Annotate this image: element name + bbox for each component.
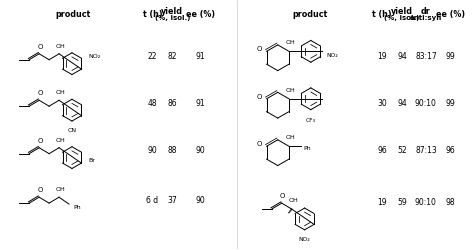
Text: 86: 86 bbox=[168, 98, 177, 107]
Text: 19: 19 bbox=[377, 197, 387, 206]
Text: Ph: Ph bbox=[73, 204, 81, 209]
Text: Ph: Ph bbox=[304, 145, 311, 150]
Text: (%, isol.): (%, isol.) bbox=[384, 15, 419, 21]
Text: NO₂: NO₂ bbox=[88, 54, 100, 59]
Text: 37: 37 bbox=[167, 195, 177, 204]
Text: ee (%): ee (%) bbox=[436, 10, 465, 19]
Text: NO₂: NO₂ bbox=[299, 236, 310, 241]
Text: dr: dr bbox=[421, 7, 431, 16]
Text: 88: 88 bbox=[168, 146, 177, 154]
Text: OH: OH bbox=[55, 137, 65, 142]
Text: 96: 96 bbox=[446, 146, 456, 154]
Text: OH: OH bbox=[286, 40, 296, 45]
Text: O: O bbox=[37, 186, 43, 192]
Text: O: O bbox=[37, 137, 43, 143]
Text: 94: 94 bbox=[397, 52, 407, 61]
Text: 90:10: 90:10 bbox=[415, 98, 437, 107]
Text: (%, isol.): (%, isol.) bbox=[155, 15, 190, 21]
Text: 96: 96 bbox=[377, 146, 387, 154]
Text: 6 d: 6 d bbox=[146, 195, 159, 204]
Text: OH: OH bbox=[55, 44, 65, 49]
Text: O: O bbox=[280, 192, 285, 198]
Text: 90: 90 bbox=[195, 195, 205, 204]
Text: 87:13: 87:13 bbox=[415, 146, 437, 154]
Text: ee (%): ee (%) bbox=[186, 10, 215, 19]
Text: 52: 52 bbox=[397, 146, 407, 154]
Text: CF₃: CF₃ bbox=[306, 117, 316, 122]
Text: 91: 91 bbox=[195, 52, 205, 61]
Text: t (h): t (h) bbox=[143, 10, 162, 19]
Text: product: product bbox=[292, 10, 327, 19]
Text: t (h): t (h) bbox=[373, 10, 392, 19]
Text: O: O bbox=[37, 90, 43, 96]
Text: 82: 82 bbox=[168, 52, 177, 61]
Text: 19: 19 bbox=[377, 52, 387, 61]
Text: CN: CN bbox=[67, 128, 76, 132]
Text: 48: 48 bbox=[148, 98, 157, 107]
Text: anti:syn: anti:syn bbox=[410, 15, 442, 21]
Text: OH: OH bbox=[55, 90, 65, 95]
Text: 22: 22 bbox=[148, 52, 157, 61]
Text: OH: OH bbox=[286, 135, 296, 140]
Text: OH: OH bbox=[286, 88, 296, 92]
Text: 83:17: 83:17 bbox=[415, 52, 437, 61]
Text: 90: 90 bbox=[147, 146, 157, 154]
Text: yield: yield bbox=[391, 7, 413, 16]
Text: yield: yield bbox=[161, 7, 183, 16]
Text: O: O bbox=[256, 46, 262, 52]
Text: 98: 98 bbox=[446, 197, 456, 206]
Text: 94: 94 bbox=[397, 98, 407, 107]
Text: NO₂: NO₂ bbox=[327, 52, 338, 58]
Text: OH: OH bbox=[289, 197, 299, 202]
Text: O: O bbox=[37, 44, 43, 50]
Text: 90: 90 bbox=[195, 146, 205, 154]
Text: 59: 59 bbox=[397, 197, 407, 206]
Text: Br: Br bbox=[88, 158, 95, 162]
Text: O: O bbox=[256, 141, 262, 147]
Text: 91: 91 bbox=[195, 98, 205, 107]
Text: OH: OH bbox=[55, 186, 65, 192]
Text: 99: 99 bbox=[446, 98, 456, 107]
Text: 90:10: 90:10 bbox=[415, 197, 437, 206]
Text: O: O bbox=[256, 94, 262, 100]
Text: 99: 99 bbox=[446, 52, 456, 61]
Text: product: product bbox=[55, 10, 91, 19]
Text: 30: 30 bbox=[377, 98, 387, 107]
